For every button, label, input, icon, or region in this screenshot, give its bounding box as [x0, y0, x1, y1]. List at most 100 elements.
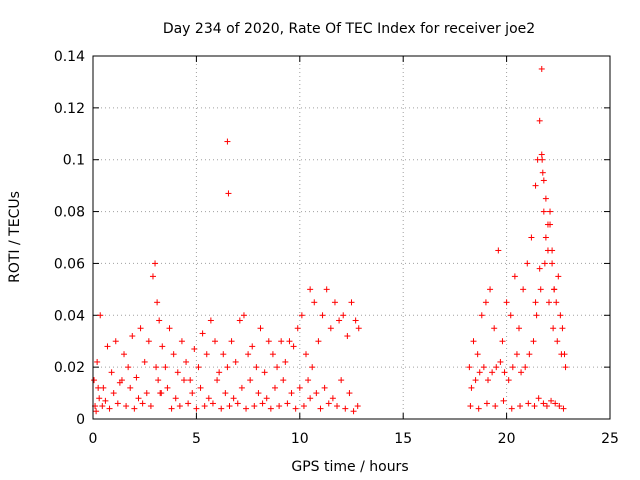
data-point — [236, 317, 243, 324]
data-point — [201, 403, 208, 410]
data-point — [543, 403, 550, 410]
data-point — [125, 364, 132, 371]
data-point — [195, 364, 202, 371]
x-axis-label: GPS time / hours — [291, 459, 408, 475]
data-point — [321, 384, 328, 391]
data-point — [352, 317, 359, 324]
data-point — [114, 400, 121, 407]
y-tick-label: 0 — [76, 412, 85, 428]
data-point — [300, 403, 307, 410]
data-point — [263, 395, 270, 402]
data-point — [224, 364, 231, 371]
data-point — [278, 338, 285, 345]
data-point — [212, 338, 219, 345]
data-point — [141, 358, 148, 365]
data-point — [553, 299, 560, 306]
data-point — [166, 325, 173, 332]
y-tick-label: 0.14 — [54, 49, 85, 65]
data-point — [549, 247, 556, 254]
data-point — [191, 345, 198, 352]
data-point — [253, 364, 260, 371]
data-point — [286, 338, 293, 345]
y-tick-label: 0.08 — [54, 205, 85, 221]
data-point — [234, 400, 241, 407]
data-point — [470, 338, 477, 345]
data-point — [280, 377, 287, 384]
data-point — [329, 395, 336, 402]
data-point — [307, 395, 314, 402]
data-point — [247, 377, 254, 384]
data-point — [110, 390, 117, 397]
data-point — [189, 390, 196, 397]
data-point — [205, 395, 212, 402]
data-point — [307, 286, 314, 293]
x-tick-label: 10 — [291, 431, 309, 447]
data-point — [483, 400, 490, 407]
data-point — [162, 364, 169, 371]
data-point — [296, 384, 303, 391]
data-point — [476, 369, 483, 376]
data-point — [522, 364, 529, 371]
y-axis-label: ROTI / TECUs — [7, 191, 23, 283]
data-point — [97, 312, 104, 319]
data-point — [540, 208, 547, 215]
data-point — [532, 299, 539, 306]
data-point — [159, 343, 166, 350]
data-point — [334, 403, 341, 410]
data-point — [149, 273, 156, 280]
data-point — [344, 333, 351, 340]
data-point — [152, 260, 159, 267]
data-point — [226, 403, 233, 410]
data-point — [224, 138, 231, 145]
data-point — [472, 377, 479, 384]
data-point — [137, 325, 144, 332]
y-axis-ticks: 0 0.02 0.04 0.06 0.08 0.1 0.12 0.14 — [54, 49, 610, 428]
data-point — [560, 405, 567, 412]
data-point — [199, 330, 206, 337]
data-point — [558, 351, 565, 358]
data-point — [93, 408, 100, 415]
data-point — [497, 358, 504, 365]
data-point — [554, 338, 561, 345]
data-point — [475, 405, 482, 412]
data-point — [155, 377, 162, 384]
data-point — [501, 369, 508, 376]
data-point — [91, 377, 98, 384]
data-point — [313, 390, 320, 397]
data-point — [556, 403, 563, 410]
data-point — [112, 338, 119, 345]
data-point — [548, 397, 555, 404]
data-point — [493, 364, 500, 371]
data-point — [222, 390, 229, 397]
data-point — [532, 182, 539, 189]
data-point — [530, 338, 537, 345]
data-point — [354, 403, 361, 410]
data-point — [305, 377, 312, 384]
data-point — [255, 390, 262, 397]
data-point — [547, 208, 554, 215]
data-point — [290, 343, 297, 350]
data-point — [218, 405, 225, 412]
data-point — [540, 400, 547, 407]
data-point — [516, 325, 523, 332]
data-point — [325, 400, 332, 407]
data-point — [261, 369, 268, 376]
data-point — [127, 384, 134, 391]
data-point — [331, 299, 338, 306]
data-point — [243, 405, 250, 412]
data-point — [228, 338, 235, 345]
data-point — [257, 325, 264, 332]
data-point — [156, 317, 163, 324]
data-point — [276, 403, 283, 410]
data-point — [533, 312, 540, 319]
y-tick-label: 0.04 — [54, 308, 85, 324]
data-point — [145, 338, 152, 345]
data-point — [538, 65, 545, 72]
data-point — [214, 377, 221, 384]
data-point — [562, 364, 569, 371]
data-point — [500, 397, 507, 404]
data-point — [327, 325, 334, 332]
data-point — [503, 299, 510, 306]
x-axis-ticks: 0 5 10 15 20 25 — [89, 56, 619, 447]
